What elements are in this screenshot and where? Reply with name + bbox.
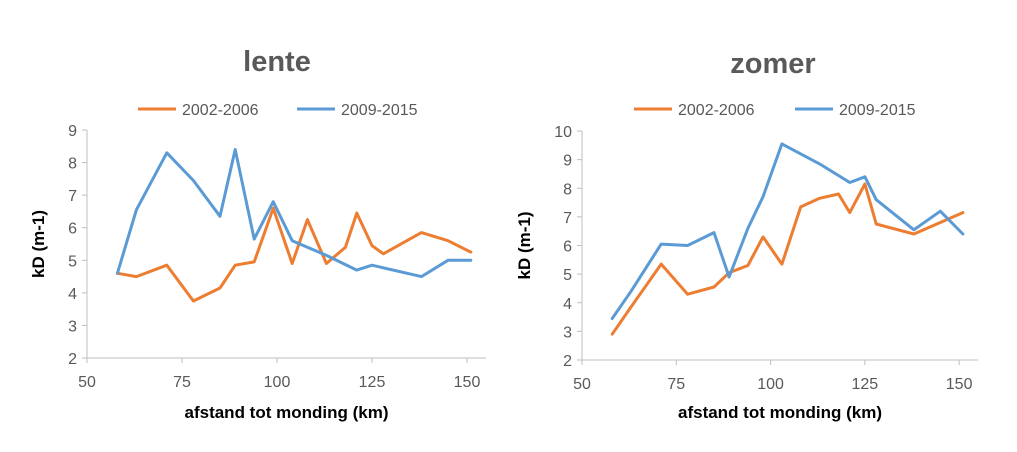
- series-line-2009-2015: [115, 148, 473, 279]
- x-tick-label: 100: [264, 374, 291, 391]
- x-tick-label: 100: [757, 376, 784, 393]
- x-tick-label: 150: [946, 376, 973, 393]
- y-tick-label: 8: [68, 156, 77, 173]
- chart-zomer: zomer 2002-2006 2009-2015 2 3 4 5 6 7 8 9 10 50 75 100…: [515, 48, 978, 422]
- y-tick-label: 9: [563, 153, 572, 170]
- chart-title: zomer: [730, 48, 815, 80]
- legend-label: 2009-2015: [839, 102, 916, 119]
- y-tick-label: 6: [563, 239, 572, 256]
- y-tick-label: 6: [68, 221, 77, 238]
- x-axis-title: afstand tot monding (km): [678, 403, 882, 422]
- y-tick-label: 7: [563, 210, 572, 227]
- chart-title: lente: [243, 46, 311, 78]
- x-tick-label: 50: [573, 376, 591, 393]
- x-tick-label: 75: [667, 376, 685, 393]
- x-tick-label: 125: [359, 374, 386, 391]
- series-line-2009-2015: [610, 142, 965, 320]
- x-tick-label: 150: [454, 374, 481, 391]
- series-line-2002-2006: [610, 182, 965, 336]
- x-tick-label: 125: [852, 376, 879, 393]
- series-line-2002-2006: [115, 206, 473, 303]
- y-tick-label: 7: [68, 188, 77, 205]
- x-tick-label: 50: [78, 374, 96, 391]
- chart-lente: lente 2002-2006 2009-2015 2 3 4 5 6 7 8 9 50 75 100 12…: [29, 46, 486, 422]
- x-tick-label: 75: [173, 374, 191, 391]
- y-tick-label: 8: [563, 181, 572, 198]
- y-tick-label: 2: [563, 353, 572, 370]
- y-tick-label: 5: [563, 267, 572, 284]
- y-axis-title: kD (m-1): [515, 211, 534, 279]
- y-tick-label: 9: [68, 123, 77, 140]
- y-tick-label: 5: [68, 253, 77, 270]
- legend-label: 2002-2006: [182, 102, 259, 119]
- legend-label: 2002-2006: [678, 102, 755, 119]
- y-tick-label: 4: [563, 296, 572, 313]
- y-axis-title: kD (m-1): [29, 210, 48, 278]
- x-axis-title: afstand tot monding (km): [185, 403, 389, 422]
- y-tick-label: 4: [68, 286, 77, 303]
- y-tick-label: 3: [563, 324, 572, 341]
- y-tick-label: 3: [68, 318, 77, 335]
- y-tick-label: 10: [554, 124, 572, 141]
- y-tick-label: 2: [68, 351, 77, 368]
- legend-label: 2009-2015: [341, 102, 418, 119]
